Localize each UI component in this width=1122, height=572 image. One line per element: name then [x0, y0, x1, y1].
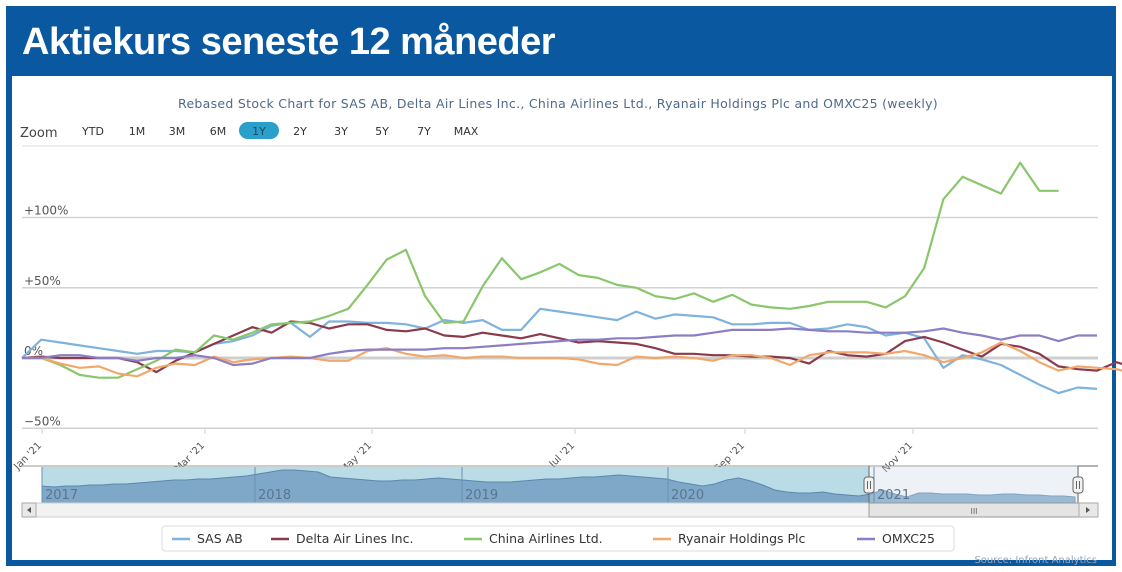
- legend-label: OMXC25: [882, 531, 935, 546]
- zoom-label: Zoom: [20, 126, 57, 141]
- y-tick-label: +100%: [24, 204, 68, 218]
- zoom-button-label: 3M: [169, 125, 186, 138]
- y-tick-label: +50%: [24, 274, 61, 288]
- source-note: Source: Infront Analytics: [974, 555, 1097, 566]
- navigator[interactable]: 2017 2018 2019 2020 2021: [22, 465, 1098, 516]
- zoom-button-label: 3Y: [334, 125, 348, 138]
- legend-item[interactable]: SAS AB: [172, 531, 243, 546]
- zoom-button-3m[interactable]: 3M: [169, 125, 186, 138]
- zoom-button-1y[interactable]: 1Y: [239, 122, 279, 139]
- legend-item[interactable]: China Airlines Ltd.: [464, 531, 603, 546]
- zoom-button-7y[interactable]: 7Y: [417, 125, 431, 138]
- navigator-year-label: 2020: [671, 488, 704, 503]
- zoom-button-label: MAX: [454, 125, 479, 138]
- series-line-omxc25[interactable]: [22, 327, 1097, 367]
- zoom-button-5y[interactable]: 5Y: [375, 125, 389, 138]
- series-line-china-airlines-ltd[interactable]: [22, 161, 1059, 379]
- navigator-area: [41, 469, 1076, 504]
- legend-label: Delta Air Lines Inc.: [296, 531, 413, 546]
- navigator-year-label: 2019: [465, 488, 498, 503]
- zoom-button-max[interactable]: MAX: [454, 125, 479, 138]
- legend-label: China Airlines Ltd.: [489, 531, 603, 546]
- zoom-button-ytd[interactable]: YTD: [81, 125, 104, 138]
- arrow-right-icon: [1086, 507, 1090, 513]
- zoom-button-2y[interactable]: 2Y: [293, 125, 307, 138]
- y-tick-label: −50%: [24, 414, 61, 428]
- navigator-year-labels: 2017 2018 2019 2020 2021: [41, 467, 910, 503]
- zoom-button-selected-bg: [239, 122, 279, 139]
- navigator-handle-left[interactable]: [863, 476, 875, 494]
- y-axis-labels: −50% 0% +50% +100%: [24, 204, 68, 429]
- zoom-button-3y[interactable]: 3Y: [334, 125, 348, 138]
- y-tick-label: 0%: [24, 344, 43, 358]
- series-line-delta-air-lines-inc[interactable]: [21, 320, 1122, 374]
- x-tick-label: Jan '21: [12, 440, 45, 473]
- chart-title: Rebased Stock Chart for SAS AB, Delta Ai…: [178, 96, 938, 111]
- zoom-button-label: 6M: [210, 125, 227, 138]
- scrollbar-grip: III: [970, 507, 977, 516]
- scrollbar[interactable]: III: [21, 502, 1099, 518]
- legend-item[interactable]: OMXC25: [857, 531, 935, 546]
- legend-item[interactable]: Ryanair Holdings Plc: [653, 531, 806, 546]
- legend: SAS AB Delta Air Lines Inc. China Airlines…: [172, 531, 935, 546]
- navigator-year-label: 2018: [258, 488, 291, 503]
- zoom-button-1m[interactable]: 1M: [129, 125, 146, 138]
- zoom-button-label: 1M: [129, 125, 146, 138]
- legend-box: [161, 525, 955, 552]
- zoom-button-label: 5Y: [375, 125, 389, 138]
- grid: [22, 145, 1098, 429]
- zoom-button-label: 2Y: [293, 125, 307, 138]
- navigator-handle-right[interactable]: [1072, 476, 1084, 494]
- zoom-buttons: YTD 1M 3M 6M 1Y 2Y 3Y 5Y 7Y MAX: [81, 122, 479, 139]
- zoom-button-label: YTD: [81, 125, 104, 138]
- zoom-button-label: 7Y: [417, 125, 431, 138]
- navigator-selection-mask: [869, 467, 1079, 503]
- legend-label: SAS AB: [197, 531, 243, 546]
- legend-item[interactable]: Delta Air Lines Inc.: [271, 531, 413, 546]
- navigator-year-label: 2021: [877, 488, 910, 503]
- zoom-button-label: 1Y: [252, 125, 266, 138]
- zoom-button-6m[interactable]: 6M: [210, 125, 227, 138]
- arrow-left-icon: [27, 507, 31, 513]
- navigator-year-label: 2017: [45, 488, 78, 503]
- series-lines: [21, 161, 1122, 395]
- page-title: Aktiekurs seneste 12 måneder: [22, 21, 556, 63]
- legend-label: Ryanair Holdings Plc: [678, 531, 806, 546]
